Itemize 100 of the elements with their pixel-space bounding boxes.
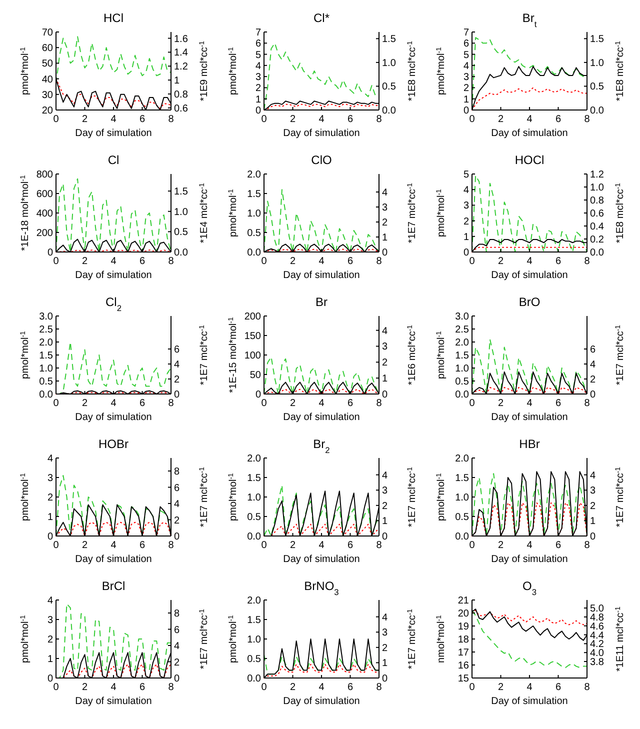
y-tick-label: 15: [458, 674, 470, 684]
y-tick-label: 0: [463, 248, 470, 258]
y-tick-label: 4: [463, 185, 470, 196]
y-tick-label: 5: [255, 50, 262, 61]
y-tick-label: 20: [458, 608, 470, 620]
y2-tick-label: 1.5: [590, 34, 604, 46]
x-axis-title: Day of simulation: [75, 270, 152, 281]
x-tick-label: 4: [110, 540, 117, 551]
x-tick-label: 4: [110, 256, 117, 267]
y2-tick-label: 6: [174, 482, 180, 494]
x-tick-label: 6: [347, 540, 354, 551]
y2-tick-label: 1: [382, 516, 388, 528]
y2-tick-label: 3: [590, 486, 596, 497]
y-tick-label: 1: [463, 232, 470, 243]
line-series: [472, 610, 588, 626]
y-tick-label: 0.5: [247, 228, 262, 239]
x-tick-label: 6: [347, 114, 354, 125]
y2-tick-label: 0.5: [174, 227, 188, 238]
y2-tick-label: 0.5: [590, 82, 604, 93]
chart-title: BrNO$_{3}$: [304, 579, 340, 597]
y2-tick-label: 0: [382, 390, 388, 400]
y-tick-label: 2.0: [247, 596, 262, 606]
x-tick-label: 4: [526, 682, 533, 693]
y2-tick-label: 8: [174, 466, 180, 478]
chart-title: Br$_{2}$: [313, 437, 330, 455]
x-tick-label: 4: [110, 114, 117, 125]
chart-title: O$_{3}$: [522, 579, 537, 597]
y-tick-label: 2: [463, 216, 470, 228]
y-tick-label: 100: [244, 350, 262, 362]
y-tick-label: 0: [463, 106, 470, 116]
y2-tick-label: 1: [590, 516, 596, 528]
y-tick-label: 0: [255, 390, 262, 400]
y-tick-label: 50: [42, 58, 54, 70]
x-tick-label: 8: [168, 114, 174, 125]
y-tick-label: 2: [47, 634, 54, 646]
y-tick-label: 18: [458, 634, 470, 646]
y2-tick-label: 4: [382, 470, 388, 482]
x-axis-title: Day of simulation: [491, 554, 568, 565]
y-tick-label: 4: [47, 596, 54, 606]
x-axis-title: Day of simulation: [283, 554, 360, 565]
y-tick-label: 3: [47, 615, 54, 626]
y-tick-label: 1.0: [455, 364, 470, 374]
x-tick-label: 4: [318, 398, 325, 409]
y-tick-label: 1: [255, 94, 262, 106]
x-tick-label: 2: [82, 256, 88, 267]
y2-tick-label: 3: [382, 486, 388, 497]
y-tick-label: 5: [463, 50, 470, 61]
y-tick-label: 800: [36, 170, 54, 180]
y-tick-label: 0.0: [247, 674, 262, 684]
x-axis-title: Day of simulation: [491, 270, 568, 281]
y2-tick-label: 0: [382, 248, 388, 258]
y-tick-label: 6: [463, 38, 470, 50]
line-series: [472, 175, 588, 252]
x-tick-label: 4: [526, 398, 533, 409]
y2-tick-label: 4: [382, 188, 388, 198]
x-tick-label: 8: [168, 256, 174, 267]
y-tick-label: 4: [463, 60, 470, 72]
y2-tick-label: 0.6: [174, 103, 188, 114]
x-tick-label: 8: [168, 398, 174, 409]
y2-tick-label: 1.5: [174, 186, 188, 198]
y-tick-label: 200: [36, 228, 54, 239]
x-tick-label: 8: [376, 114, 382, 125]
x-tick-label: 6: [555, 682, 562, 693]
y2-tick-label: 0: [174, 532, 180, 542]
x-tick-label: 2: [498, 256, 504, 267]
y2-tick-label: 0.4: [590, 222, 604, 232]
y-tick-label: 3.0: [455, 312, 470, 322]
y-tick-label: 1: [47, 654, 54, 665]
y2-tick-label: 3: [382, 342, 388, 353]
y-tick-label: 7: [255, 28, 262, 38]
y2-tick-label: 4: [590, 470, 596, 482]
line-series: [472, 610, 588, 668]
x-tick-label: 6: [347, 682, 354, 693]
x-tick-label: 2: [290, 398, 296, 409]
y2-tick-label: 0.0: [382, 106, 396, 116]
y-tick-label: 0.0: [247, 532, 262, 542]
x-tick-label: 4: [318, 682, 325, 693]
y-tick-label: 1.0: [455, 492, 470, 504]
y-tick-label: 3: [463, 72, 470, 84]
y2-tick-label: 0: [382, 674, 388, 684]
y-tick-label: 0: [255, 106, 262, 116]
x-axis-title: Day of simulation: [283, 696, 360, 707]
chart-title: Br: [316, 295, 328, 309]
x-tick-label: 8: [376, 256, 382, 267]
x-axis-title: Day of simulation: [491, 696, 568, 707]
x-tick-label: 4: [526, 256, 533, 267]
y-tick-label: 0.0: [39, 390, 54, 400]
y-tick-label: 1: [463, 94, 470, 106]
x-tick-label: 8: [376, 682, 382, 693]
y2-tick-label: 6: [590, 344, 596, 356]
chart-title: Cl: [108, 153, 120, 167]
y2-tick-label: 6: [174, 624, 180, 636]
y-tick-label: 3: [255, 72, 262, 84]
x-tick-label: 4: [318, 114, 325, 125]
y-tick-label: 20: [42, 106, 54, 116]
x-tick-label: 8: [584, 682, 590, 693]
y-tick-label: 1.5: [455, 473, 470, 484]
chart-title: HOCl: [514, 153, 544, 167]
y2-tick-label: 0.5: [382, 82, 396, 93]
x-tick-label: 4: [110, 682, 117, 693]
